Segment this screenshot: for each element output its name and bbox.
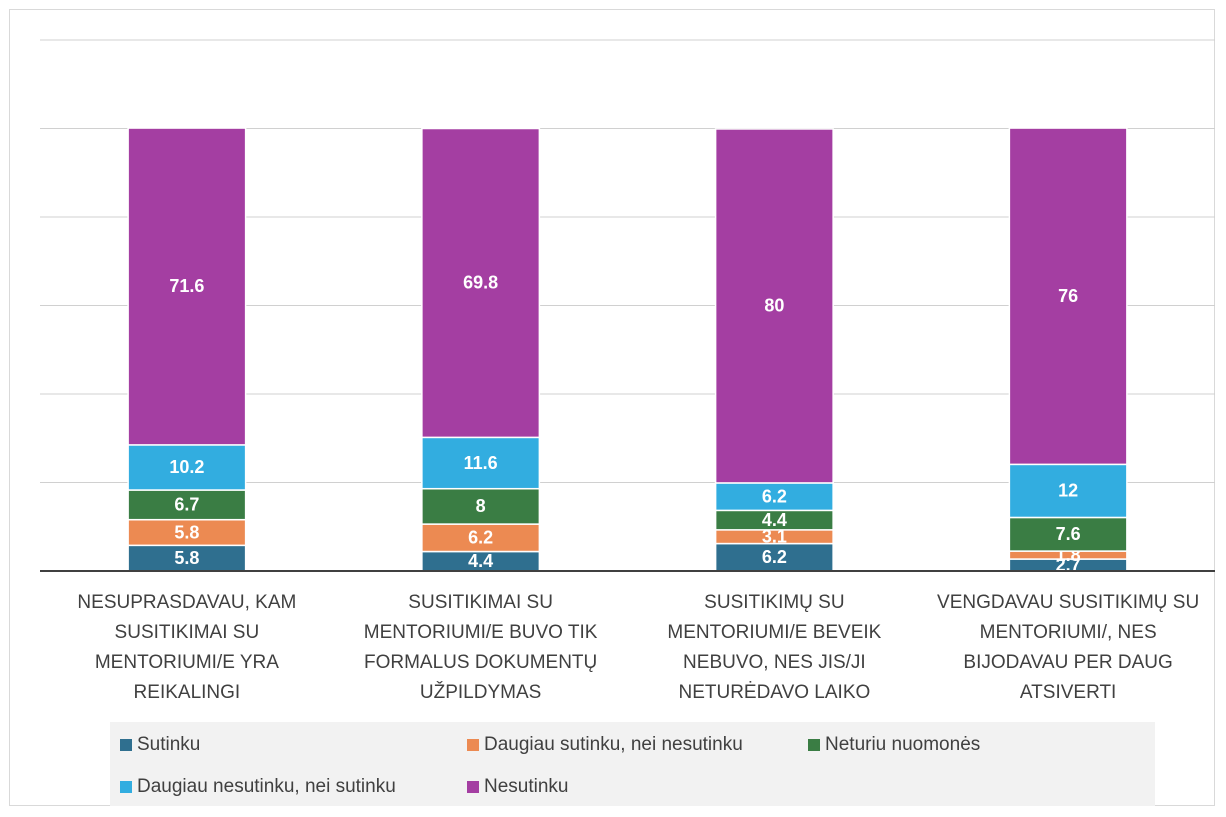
legend-item: Nesutinku xyxy=(467,776,569,798)
bar-segment xyxy=(421,487,541,525)
legend-swatch xyxy=(120,781,132,793)
data-label: 10.2 xyxy=(169,457,204,477)
legend-swatch xyxy=(808,739,820,751)
data-label: 5.8 xyxy=(174,522,199,542)
bar-segment xyxy=(714,128,834,484)
data-label: 6.2 xyxy=(468,528,493,548)
bar-segment xyxy=(127,127,247,446)
bar-segment xyxy=(714,542,834,572)
data-label: 6.2 xyxy=(762,547,787,567)
legend-item: Daugiau nesutinku, nei sutinku xyxy=(120,776,396,798)
legend-item: Sutinku xyxy=(120,734,200,756)
data-label: 80 xyxy=(764,296,784,316)
legend-label: Daugiau nesutinku, nei sutinku xyxy=(137,776,396,797)
legend-swatch xyxy=(467,781,479,793)
legend-item: Neturiu nuomonės xyxy=(808,734,980,756)
legend-label: Neturiu nuomonės xyxy=(825,734,981,755)
bar-segment xyxy=(421,127,541,439)
bar-segment xyxy=(1008,516,1128,552)
data-label: 69.8 xyxy=(463,273,498,293)
legend-label: Daugiau sutinku, nei nesutinku xyxy=(484,734,743,755)
x-tick-label: NESUPRASDAVAU, KAM SUSITIKIMAI SU MENTOR… xyxy=(77,592,297,703)
legend-swatch xyxy=(120,739,132,751)
data-label: 3.1 xyxy=(762,526,787,546)
legend-label: Nesutinku xyxy=(484,776,569,797)
x-tick-label: SUSITIKIMAI SU MENTORIUMI/E BUVO TIK FOR… xyxy=(363,592,598,703)
data-label: 76 xyxy=(1058,286,1078,306)
legend: Sutinku Daugiau sutinku, nei nesutinku Net… xyxy=(110,722,1155,806)
x-tick-label: VENGDAVAU SUSITIKIMŲ SU MENTORIUMI/, NES… xyxy=(937,592,1200,703)
bar-segment xyxy=(1008,127,1128,466)
legend-label: Sutinku xyxy=(137,734,201,755)
data-label: 71.6 xyxy=(169,276,204,296)
data-label: 12 xyxy=(1058,481,1078,501)
data-label: 6.2 xyxy=(762,486,787,506)
x-tick-label: SUSITIKIMŲ SU MENTORIUMI/E BEVEIK NEBUVO… xyxy=(667,592,882,703)
data-label: 6.7 xyxy=(174,495,199,515)
data-label: 5.8 xyxy=(174,548,199,568)
bar-segment xyxy=(714,482,834,512)
legend-item: Daugiau sutinku, nei nesutinku xyxy=(467,734,743,756)
data-label: 4.4 xyxy=(468,551,493,571)
data-label: 8 xyxy=(476,496,486,516)
data-label: 4.4 xyxy=(762,510,787,530)
data-label: 11.6 xyxy=(464,453,498,473)
legend-swatch xyxy=(467,739,479,751)
data-label: 7.6 xyxy=(1056,524,1081,544)
